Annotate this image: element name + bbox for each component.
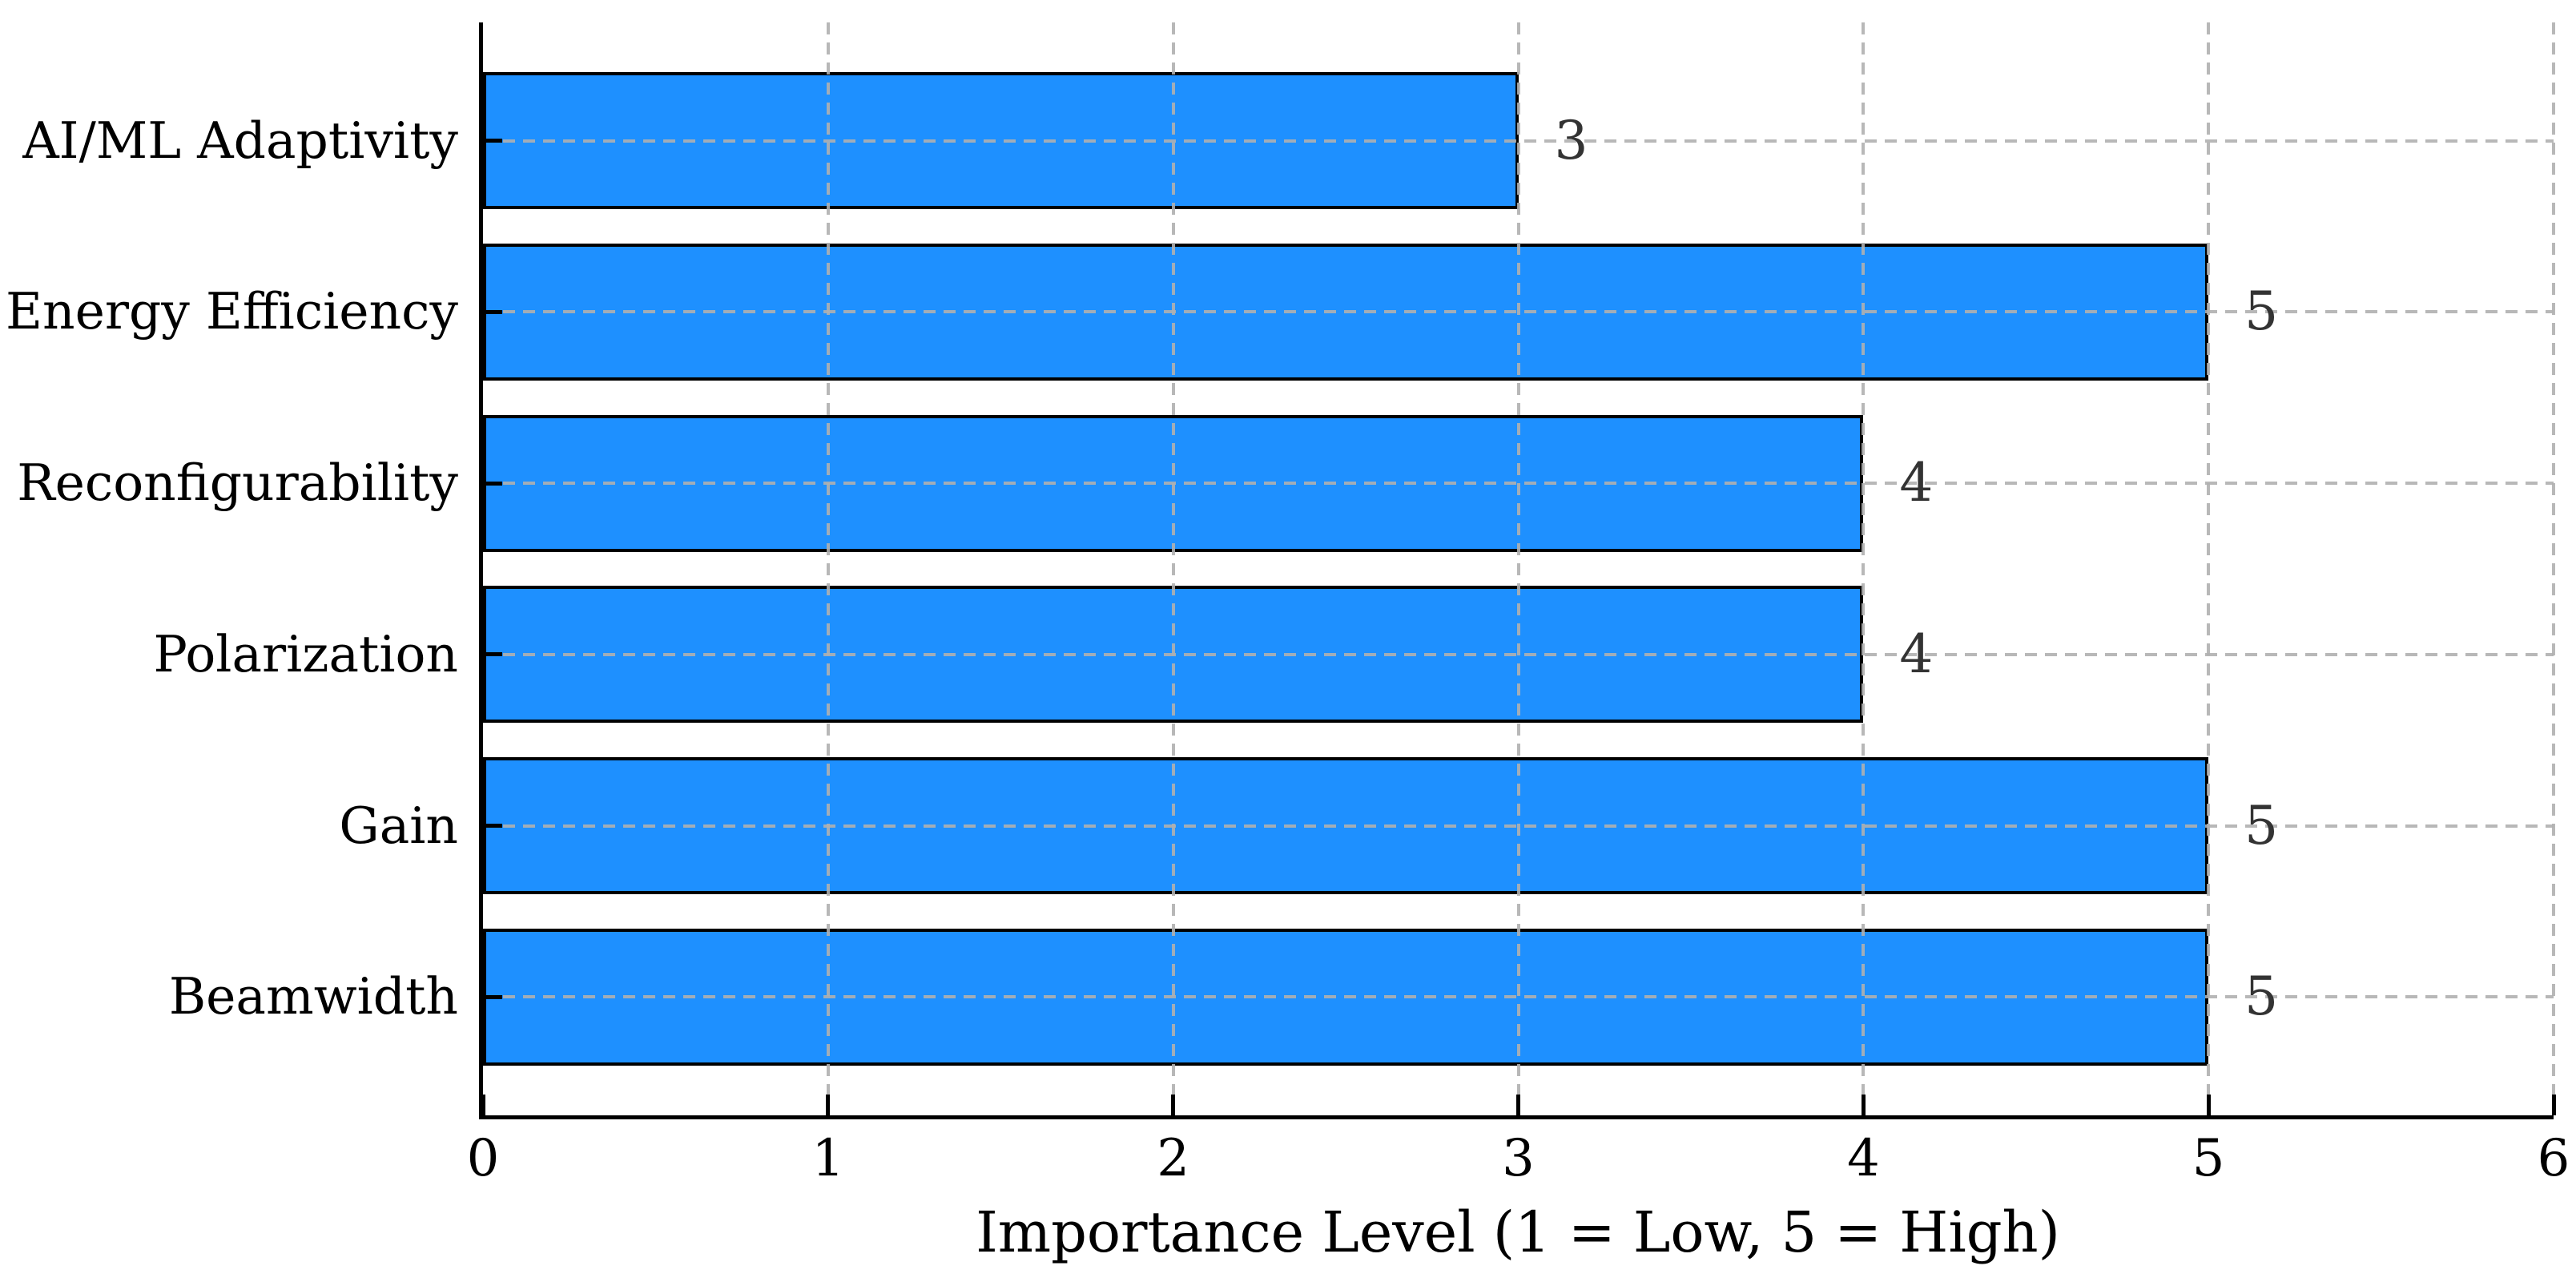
y-tick-mark	[483, 481, 502, 486]
bar-value-label: 4	[1899, 452, 1934, 514]
vertical-gridline	[1516, 22, 1520, 1115]
tick-marks-layer	[481, 22, 2556, 1115]
x-tick-mark	[1516, 1095, 1520, 1115]
y-axis-category-label: Gain	[339, 796, 458, 855]
gridlines-layer	[483, 22, 2555, 1115]
vertical-gridline	[2207, 22, 2211, 1115]
x-axis-tick-label: 3	[1502, 1129, 1535, 1188]
x-tick-mark	[1171, 1095, 1176, 1115]
bar-value-label: 5	[2244, 966, 2279, 1028]
vertical-gridline	[2552, 22, 2555, 1115]
y-axis-category-label: Beamwidth	[168, 967, 458, 1026]
value-labels-layer: 3 5 4 4 5 5	[483, 22, 2554, 1115]
vertical-gridline	[1171, 22, 1175, 1115]
bar-value-label: 5	[2244, 280, 2279, 343]
x-axis-tick-label: 5	[2192, 1129, 2225, 1188]
x-tick-mark	[1861, 1095, 1866, 1115]
x-tick-mark	[826, 1095, 831, 1115]
x-tick-mark	[2551, 1095, 2556, 1115]
x-axis-tick-label: 1	[811, 1129, 845, 1188]
y-axis-category-label: Reconfigurability	[17, 453, 458, 512]
y-tick-mark	[483, 309, 502, 314]
x-tick-mark	[2206, 1095, 2211, 1115]
x-axis-tick-label: 6	[2537, 1129, 2570, 1188]
plot-area: 3 5 4 4 5 5	[479, 22, 2556, 1119]
vertical-gridline	[826, 22, 830, 1115]
y-tick-mark	[483, 824, 502, 828]
x-tick-mark	[481, 1095, 485, 1115]
x-axis-title: Importance Level (1 = Low, 5 = High)	[976, 1199, 2060, 1265]
x-axis-tick-label: 2	[1157, 1129, 1190, 1188]
y-axis-category-label: Polarization	[153, 624, 458, 683]
x-axis-tick-label: 4	[1846, 1129, 1880, 1188]
bar-value-label: 4	[1899, 623, 1934, 685]
bar-value-label: 5	[2244, 794, 2279, 857]
vertical-gridline	[1862, 22, 1866, 1115]
bar-value-label: 3	[1554, 109, 1588, 171]
y-axis-category-label: Energy Efficiency	[6, 282, 458, 341]
y-tick-mark	[483, 652, 502, 657]
y-tick-mark	[483, 139, 502, 143]
y-tick-mark	[483, 994, 502, 999]
y-axis-category-label: AI/ML Adaptivity	[22, 111, 458, 170]
x-axis-tick-label: 0	[466, 1129, 500, 1188]
